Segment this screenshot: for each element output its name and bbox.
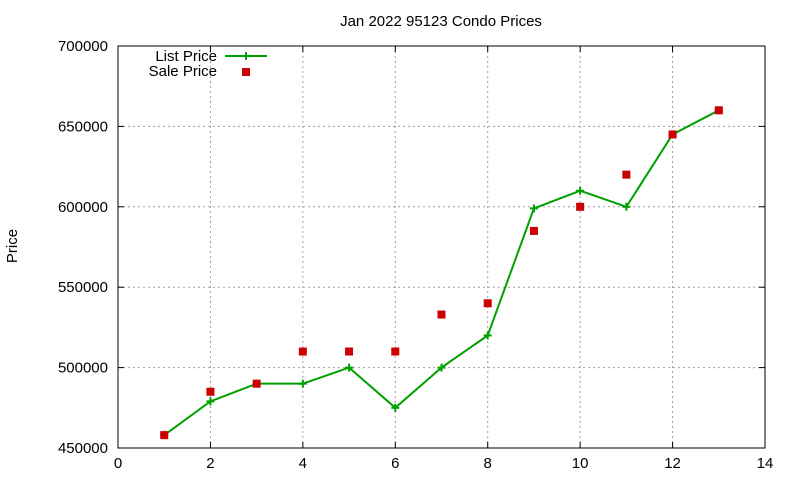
x-tick-label: 6 [391, 455, 399, 472]
x-tick-label: 4 [299, 455, 307, 472]
data-point-sale-price [668, 130, 677, 139]
y-tick-label: 700000 [58, 38, 108, 55]
data-point-sale-price [298, 347, 307, 356]
data-point-sale-price [622, 170, 631, 179]
data-point-list-price [206, 397, 215, 406]
y-tick-label: 500000 [58, 360, 108, 377]
data-point-list-price [529, 204, 538, 213]
data-point-list-price [622, 202, 631, 211]
data-point-sale-price [714, 106, 723, 115]
data-point-sale-price [160, 431, 169, 440]
data-point-list-price [576, 186, 585, 195]
data-point-sale-price [345, 347, 354, 356]
y-tick-label: 600000 [58, 199, 108, 216]
series-sale-price [160, 106, 723, 440]
data-point-list-price [483, 331, 492, 340]
legend: List Price Sale Price [149, 48, 267, 80]
data-point-sale-price [252, 379, 261, 388]
y-tick-label: 650000 [58, 118, 108, 135]
x-tick-label: 12 [664, 455, 681, 472]
data-point-sale-price [206, 387, 215, 396]
y-tick-label: 550000 [58, 279, 108, 296]
data-point-sale-price [437, 310, 446, 319]
data-point-sale-price [391, 347, 400, 356]
data-point-sale-price [483, 299, 492, 308]
axes [117, 45, 766, 449]
x-tick-label: 2 [206, 455, 214, 472]
data-point-list-price [298, 379, 307, 388]
chart-title: Jan 2022 95123 Condo Prices [340, 13, 542, 30]
data-point-list-price [345, 363, 354, 372]
x-tick-label: 14 [757, 455, 774, 472]
series-line-list-price [163, 109, 720, 436]
tick-labels: 0 2 4 6 8 10 12 14 450000 500000 550000 600000 65000… [58, 38, 773, 472]
y-axis-label: Price [4, 229, 21, 263]
data-point-sale-price [529, 226, 538, 235]
series-list-price [160, 106, 723, 440]
plot-area [160, 106, 723, 440]
data-point-list-price [391, 403, 400, 412]
data-point-list-price [437, 363, 446, 372]
legend-label-sale-price: Sale Price [149, 63, 217, 80]
x-tick-label: 0 [114, 455, 122, 472]
y-tick-label: 450000 [58, 440, 108, 457]
legend-marker-sale-price [242, 68, 250, 76]
grid [118, 46, 765, 448]
data-point-sale-price [576, 202, 585, 211]
legend-marker-list-price [242, 52, 250, 60]
x-tick-label: 10 [572, 455, 589, 472]
plot-border [117, 45, 766, 449]
x-tick-label: 8 [484, 455, 492, 472]
legend-label-list-price: List Price [155, 48, 217, 65]
